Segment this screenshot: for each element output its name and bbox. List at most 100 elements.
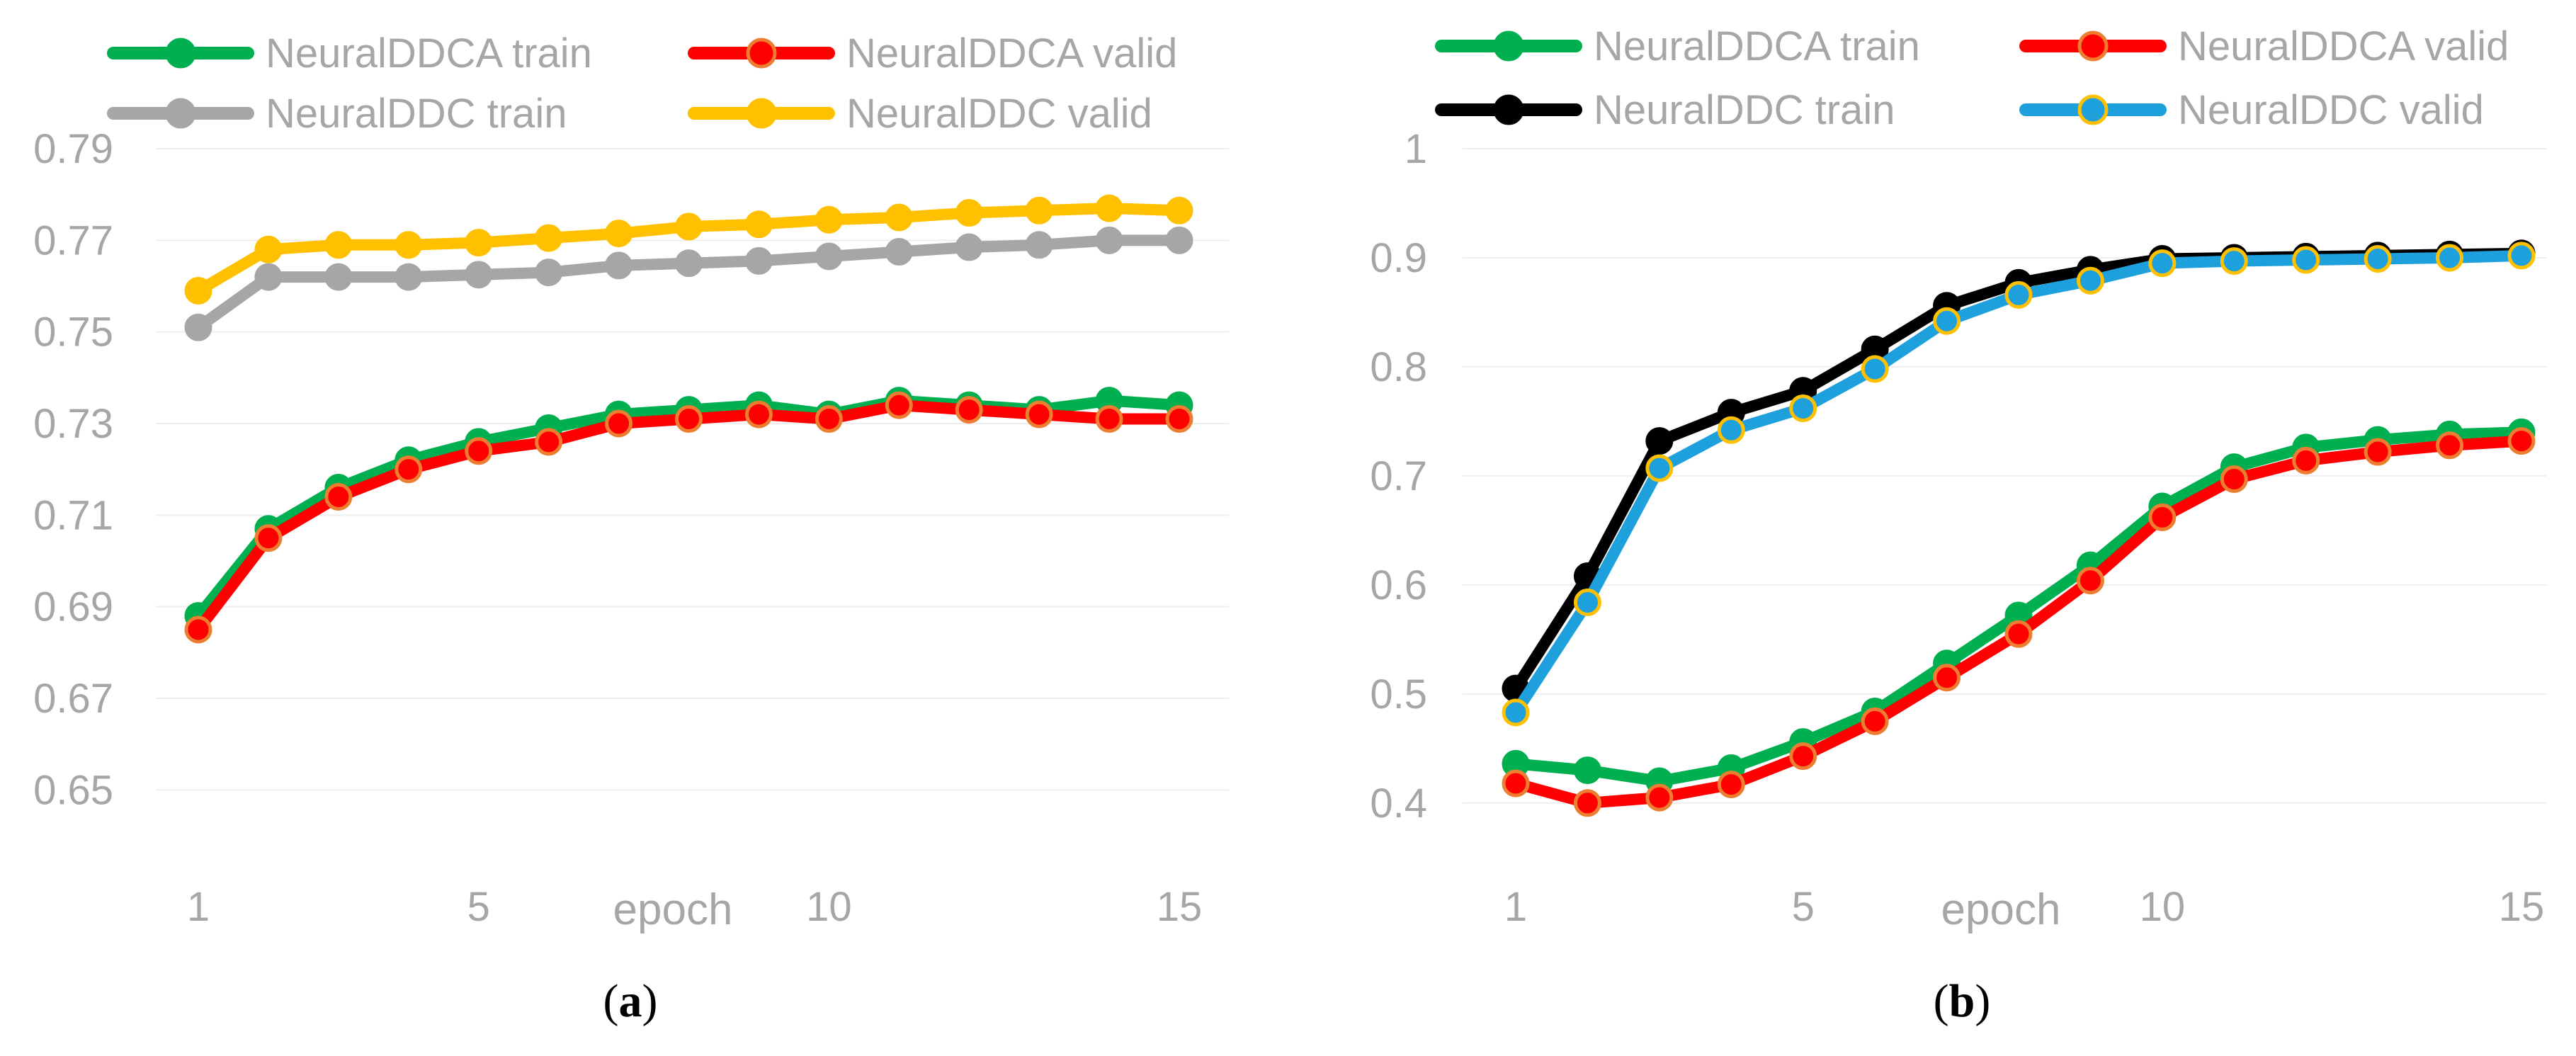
data-point	[1095, 194, 1123, 222]
data-point	[1717, 416, 1745, 444]
series-neuralddc-train	[184, 226, 1193, 341]
data-point	[1025, 400, 1053, 428]
data-point	[1645, 454, 1674, 482]
y-tick-label: 0.65	[33, 767, 113, 813]
data-point	[1573, 589, 1601, 617]
data-point	[1645, 427, 1674, 455]
data-point	[2436, 431, 2464, 460]
legend-entry: NeuralDDC train	[107, 91, 567, 137]
data-point	[2076, 266, 2104, 295]
panel-caption: (a)	[603, 975, 658, 1027]
series-neuralddc-valid	[184, 194, 1193, 305]
x-tick-label: 1	[1504, 884, 1527, 930]
x-tick-label: 1	[187, 884, 210, 930]
legend-entry: NeuralDDCA train	[1435, 23, 1920, 69]
data-point	[1165, 226, 1193, 254]
data-point	[254, 235, 283, 263]
data-point	[2220, 465, 2248, 494]
data-point	[2292, 446, 2320, 475]
data-point	[1861, 707, 1889, 735]
data-point	[815, 205, 843, 234]
legend-marker	[1493, 30, 1524, 62]
y-tick-label: 0.5	[1370, 671, 1427, 717]
caption-letter: a	[619, 975, 642, 1027]
data-point	[675, 405, 703, 433]
legend-entry: NeuralDDC train	[1435, 87, 1895, 133]
y-tick-label: 0.73	[33, 401, 113, 447]
data-point	[1025, 231, 1053, 259]
x-tick-label: 10	[2140, 884, 2186, 930]
y-tick-label: 0.9	[1370, 235, 1427, 281]
y-tick-label: 0.8	[1370, 344, 1427, 390]
y-tick-label: 0.7	[1370, 453, 1427, 499]
legend-entry: NeuralDDC valid	[688, 91, 1152, 137]
data-point	[2004, 280, 2033, 309]
data-point	[885, 203, 913, 232]
data-point	[324, 263, 353, 291]
data-point	[254, 524, 283, 552]
data-point	[184, 615, 212, 644]
y-tick-label: 0.79	[33, 126, 113, 172]
data-point	[1165, 405, 1193, 433]
data-point	[2004, 620, 2033, 648]
legend-label: NeuralDDCA train	[1594, 23, 1920, 69]
chart-panel-b: 0.40.50.60.70.80.911 5 10 15epochNeuralDDCA…	[1370, 23, 2546, 1027]
data-point	[2148, 249, 2177, 278]
legend-label: NeuralDDC train	[1594, 87, 1895, 133]
series-neuralddca-valid	[184, 391, 1193, 644]
data-point	[815, 242, 843, 271]
legend-label: NeuralDDCA valid	[846, 30, 1177, 76]
x-axis-label: epoch	[613, 885, 733, 934]
legend-label: NeuralDDCA valid	[2178, 23, 2509, 69]
data-point	[1861, 355, 1889, 383]
data-point	[395, 263, 423, 291]
data-point	[1717, 771, 1745, 799]
data-point	[465, 261, 493, 289]
data-point	[1502, 698, 1530, 727]
data-point	[395, 455, 423, 484]
legend-label: NeuralDDCA train	[266, 30, 592, 76]
data-point	[1573, 756, 1601, 785]
legend-label: NeuralDDC train	[266, 91, 567, 137]
data-point	[2292, 246, 2320, 274]
data-point	[535, 259, 563, 287]
legend-marker	[746, 38, 777, 69]
data-point	[465, 229, 493, 257]
y-tick-label: 0.77	[33, 217, 113, 263]
y-tick-label: 0.71	[33, 492, 113, 538]
data-point	[955, 199, 983, 227]
legend-marker	[2077, 30, 2109, 62]
data-point	[184, 276, 212, 305]
y-tick-label: 0.67	[33, 676, 113, 722]
caption-letter: b	[1949, 975, 1975, 1027]
y-tick-label: 0.69	[33, 584, 113, 630]
data-point	[885, 238, 913, 266]
data-point	[744, 246, 773, 275]
legend-entry: NeuralDDCA train	[107, 30, 592, 76]
data-point	[1095, 405, 1123, 433]
data-point	[465, 437, 493, 465]
data-point	[744, 210, 773, 239]
data-point	[2076, 567, 2104, 595]
data-point	[1933, 307, 1961, 335]
caption-paren-open: (	[603, 975, 619, 1027]
data-point	[1573, 789, 1601, 817]
data-point	[324, 231, 353, 259]
panel-caption: (b)	[1934, 975, 1991, 1027]
y-tick-label: 1	[1405, 126, 1427, 172]
legend-label: NeuralDDC valid	[846, 91, 1152, 137]
x-tick-label: 15	[1157, 884, 1203, 930]
chart-panel-a: 0.650.670.690.710.730.750.770.791 5 10 15ep…	[33, 30, 1229, 1027]
legend-marker	[746, 98, 777, 129]
series-line	[193, 399, 1185, 635]
data-point	[605, 251, 633, 280]
caption-paren-close: )	[642, 975, 658, 1027]
data-point	[2220, 247, 2248, 276]
data-point	[2507, 427, 2536, 455]
y-tick-label: 0.75	[33, 310, 113, 356]
legend-entry: NeuralDDCA valid	[2019, 23, 2509, 69]
data-point	[1095, 226, 1123, 254]
data-point	[955, 396, 983, 424]
data-point	[675, 249, 703, 278]
